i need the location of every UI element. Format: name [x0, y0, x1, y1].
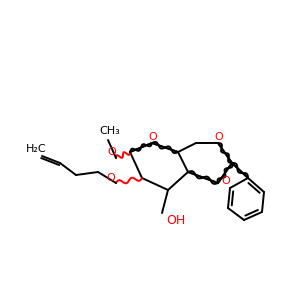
Text: O: O	[108, 147, 116, 157]
Text: CH₃: CH₃	[100, 126, 120, 136]
Text: O: O	[106, 173, 116, 183]
Text: O: O	[222, 176, 230, 186]
Text: O: O	[214, 132, 224, 142]
Text: O: O	[148, 132, 158, 142]
Text: H₂C: H₂C	[26, 144, 46, 154]
Text: OH: OH	[166, 214, 185, 227]
